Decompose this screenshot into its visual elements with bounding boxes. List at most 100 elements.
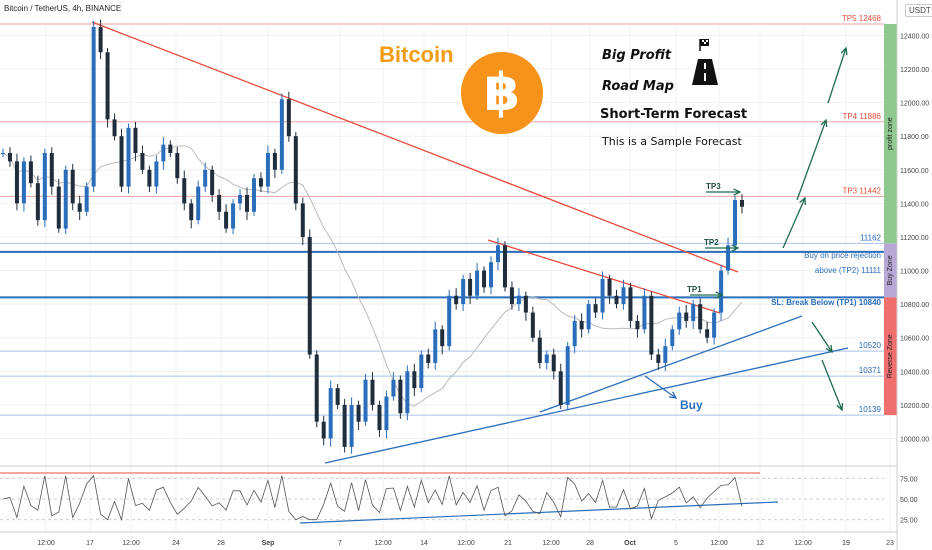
y-tick-label: 10000.00 xyxy=(900,436,929,443)
candle-body xyxy=(440,329,445,347)
candle-body xyxy=(586,304,591,330)
x-tick-label: Sep xyxy=(262,540,275,547)
symbol-header: Bitcoin / TetherUS, 4h, BINANCE xyxy=(4,4,122,13)
forecast-arrow-up-1-head xyxy=(799,196,806,206)
candle-body xyxy=(49,152,54,187)
candle-body xyxy=(593,304,598,313)
candle-body xyxy=(279,99,284,170)
x-tick-label: 12:00 xyxy=(794,540,812,547)
rsi-tick-label: 25.00 xyxy=(900,518,918,525)
x-tick-label: 12:00 xyxy=(542,540,560,547)
candle-body xyxy=(705,329,710,338)
candle-body xyxy=(210,169,215,195)
zone-profit xyxy=(884,24,897,244)
moving-average xyxy=(2,145,743,407)
price-level-label: TP5 12468 xyxy=(842,14,882,23)
x-tick-label: 12:00 xyxy=(122,540,140,547)
candle-body xyxy=(733,200,738,246)
candle-body xyxy=(719,270,724,313)
candle-body xyxy=(544,354,549,363)
currency-badge[interactable]: USDT xyxy=(905,4,932,17)
candle-body xyxy=(502,245,507,288)
y-tick-label: 12200.00 xyxy=(900,67,929,74)
big-profit-note: Big Profit xyxy=(602,48,672,63)
candle-body xyxy=(321,421,326,439)
candle-body xyxy=(426,354,431,363)
forecast-arrow-up-2-head xyxy=(820,118,828,128)
candle-body xyxy=(14,161,19,204)
x-tick-label: 28 xyxy=(586,540,594,547)
time-axis: 12:00 17 12:00 24 28 Sep 7 12:00 14 12:00 21 12:00 2… xyxy=(0,531,897,547)
tp3-label: TP3 xyxy=(706,182,721,191)
road-icon xyxy=(692,39,718,85)
candle-body xyxy=(265,152,270,187)
rsi-line xyxy=(2,474,743,522)
buy-rejection-label-1: Buy on price rejection xyxy=(804,251,881,260)
candle-body xyxy=(105,52,110,120)
y-tick-label: 11800.00 xyxy=(900,134,929,141)
forecast-arrow-up-1 xyxy=(782,197,806,249)
support-trendline-long xyxy=(324,347,849,464)
candle-body xyxy=(154,161,159,187)
trendlines xyxy=(91,21,849,464)
y-tick-label: 11000.00 xyxy=(900,269,929,276)
candle-body xyxy=(600,278,605,313)
candle-body xyxy=(300,203,305,237)
candle-body xyxy=(509,287,514,305)
buy-arrow-head xyxy=(668,391,678,399)
candle-body xyxy=(335,388,340,405)
candle-body xyxy=(70,169,75,204)
zone-buy xyxy=(884,243,897,298)
price-level-label: 11162 xyxy=(860,233,882,242)
candle-body xyxy=(140,152,145,170)
forecast-arrow-up-3-head xyxy=(840,46,848,56)
price-levels: TP5 12468 TP4 11886 TP3 11442 11162 10520 103… xyxy=(0,14,884,416)
candle-body xyxy=(391,379,396,397)
candle-body xyxy=(489,262,494,288)
x-tick-label: 23 xyxy=(886,540,894,547)
candle-body xyxy=(698,304,703,330)
candle-body xyxy=(558,371,563,405)
candle-body xyxy=(98,27,103,53)
candle-body xyxy=(363,379,368,422)
candle-body xyxy=(231,203,236,229)
y-tick-label: 10400.00 xyxy=(900,369,929,376)
candle-body xyxy=(447,295,452,347)
buy-rejection-label-2: above (TP2) 11111 xyxy=(815,266,882,275)
candle-body xyxy=(272,152,277,170)
candle-body xyxy=(663,346,668,363)
support-trendline-short xyxy=(539,315,803,413)
candle-body xyxy=(607,278,612,296)
candle-body xyxy=(537,337,542,363)
x-tick-label: 12:00 xyxy=(710,540,728,547)
candle-body xyxy=(196,186,201,221)
candle-body xyxy=(314,354,319,422)
rsi-tick-label: 75.00 xyxy=(900,476,918,483)
candle-body xyxy=(530,312,535,338)
candle-body xyxy=(649,295,654,355)
rsi-support xyxy=(299,501,779,524)
candle-body xyxy=(572,320,577,347)
candle-body xyxy=(419,354,424,389)
x-tick-label: 12 xyxy=(756,540,764,547)
zone-label-buy: Buy Zone xyxy=(887,255,894,285)
candle-body xyxy=(579,320,584,330)
y-tick-label: 12000.00 xyxy=(900,101,929,108)
candle-body xyxy=(433,329,438,363)
candle-body xyxy=(161,144,166,162)
candle-body xyxy=(147,169,152,187)
candle-body xyxy=(551,354,556,372)
candle-body xyxy=(628,287,633,321)
rsi-tick-label: 50.00 xyxy=(900,497,918,504)
candle-body xyxy=(84,186,89,212)
zone-reverse xyxy=(884,297,897,416)
stop-loss-label: SL: Break Below (TP1) 10840 xyxy=(771,298,881,307)
x-tick-label: 19 xyxy=(842,540,850,547)
price-level-label: 10520 xyxy=(859,341,882,350)
x-tick-label: 12:00 xyxy=(37,540,55,547)
candle-body xyxy=(523,295,528,313)
candle-body xyxy=(614,295,619,305)
x-tick-label: 24 xyxy=(172,540,180,547)
tp1-label: TP1 xyxy=(687,285,702,294)
